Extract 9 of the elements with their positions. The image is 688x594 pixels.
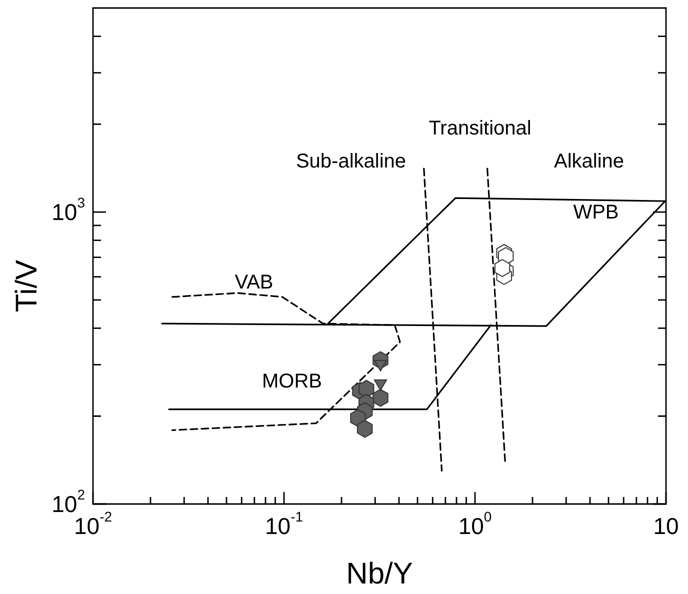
annotation: Alkaline	[554, 150, 624, 173]
annotation: Sub-alkaline	[296, 150, 406, 173]
annotation: MORB	[262, 370, 322, 393]
annotation: Transitional	[428, 118, 532, 140]
x-tick-label: 10	[653, 513, 679, 539]
annotation: VAB	[234, 272, 274, 294]
y-axis-title: Ti/V	[10, 260, 44, 312]
annotation: WPB	[573, 202, 619, 224]
x-axis-title: Nb/Y	[346, 557, 413, 590]
